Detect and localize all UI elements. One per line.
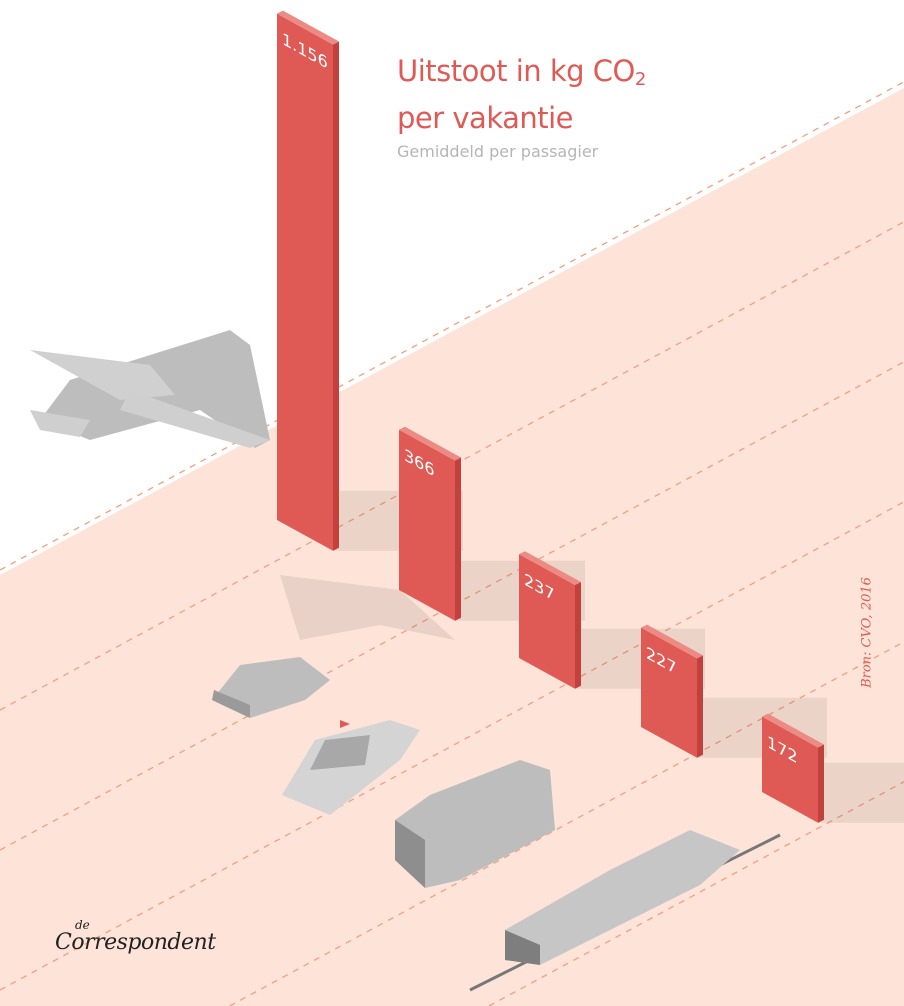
airplane-wing: [30, 350, 175, 400]
bar: [519, 554, 575, 689]
bar-side: [575, 581, 581, 689]
bar-side: [455, 457, 461, 621]
airplane-wing: [120, 390, 270, 448]
bar-side: [818, 744, 824, 823]
bus-body: [395, 760, 555, 888]
train-body: [505, 830, 740, 965]
chart-subtitle: Gemiddeld per passagier: [397, 142, 599, 161]
bar-group: 172: [762, 713, 904, 823]
bar: [399, 429, 455, 621]
bar: [277, 13, 333, 551]
car-front: [212, 690, 250, 718]
car-icon: [212, 657, 330, 718]
bar: [641, 627, 697, 758]
lane-divider: [229, 641, 904, 1006]
bar-top: [277, 10, 339, 45]
bar-top: [519, 551, 581, 585]
bar-top: [762, 713, 824, 748]
lane-divider: [0, 221, 904, 711]
bar: [762, 716, 818, 823]
bar-top: [399, 426, 461, 461]
train-front: [505, 930, 540, 965]
bar-top: [641, 624, 703, 659]
lane-divider: [0, 81, 904, 571]
chart-title: Uitstoot in kg CO2 per vakantie: [397, 54, 646, 135]
train-icon: [469, 830, 781, 992]
boat-icon: [282, 720, 420, 815]
bus-icon: [395, 760, 555, 888]
lane-divider: [0, 361, 904, 851]
bus-front: [395, 820, 425, 888]
boat-cabin: [310, 735, 370, 770]
airplane-icon: [30, 330, 270, 448]
source-note: Bron: CVO, 2016: [859, 577, 875, 688]
bar-side: [333, 41, 339, 551]
airplane-shadow: [280, 575, 455, 640]
boat-flag: [340, 720, 350, 728]
boat-hull: [282, 720, 420, 815]
bar-shadow: [818, 762, 904, 823]
airplane-tail: [30, 410, 90, 437]
bar-side: [697, 655, 703, 758]
lane-divider: [0, 501, 904, 991]
